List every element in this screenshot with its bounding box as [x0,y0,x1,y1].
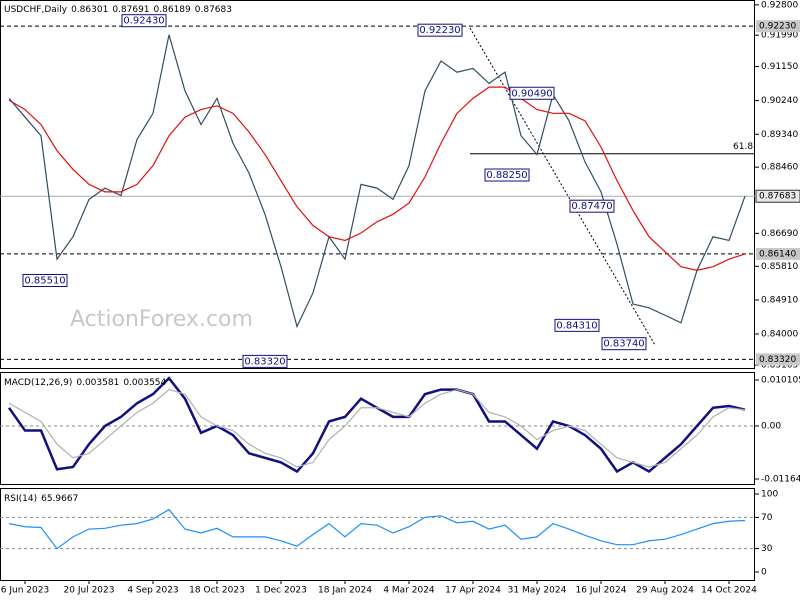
last-price-box [755,189,800,203]
series-line [8,388,746,468]
y-tick-label: 0.88460 [761,163,798,173]
series-line [8,86,746,272]
header-value: 0.87683 [195,5,232,15]
x-tick-label: 6 Jun 2023 [1,586,49,596]
price-callout-label: 0.85510 [24,275,65,286]
level-label: 0.83320 [759,355,796,365]
x-tick-label: 20 Jul 2023 [64,586,115,596]
price-callout [601,337,647,351]
price-callout [22,273,68,287]
price-callout-label: 0.87470 [571,201,612,212]
y-tick-label: 70 [761,513,773,523]
level-box [756,353,800,366]
price-callout [484,168,530,182]
header-value: 0.003554 [123,378,166,388]
x-tick-label: 18 Oct 2023 [189,586,245,596]
level-label: 0.92230 [759,22,796,32]
y-tick-label: -0.011645 [761,475,800,485]
x-tick-label: 31 May 2024 [508,586,567,596]
panel-header: USDCHF,Daily 0.86301 0.87691 0.86189 0.87683 [4,5,232,15]
x-tick-label: 4 Sep 2023 [127,586,178,596]
y-tick-label: 30 [761,544,773,554]
panel-header: MACD(12,26,9) 0.003581 0.003554 [4,378,167,388]
price-callout-label: 0.88250 [486,170,527,181]
trend-line [469,27,656,346]
level-box [756,247,800,260]
y-tick-label: 0.83165 [761,361,798,371]
series-line [8,508,746,550]
price-callout-label: 0.83320 [244,356,285,367]
level-label: 0.86140 [759,249,796,259]
y-tick-label: 0.85810 [761,262,798,272]
x-tick-label: 17 Apr 2024 [445,586,501,596]
y-tick-label: 0 [761,567,767,577]
level-box [756,20,800,33]
panel-title: USDCHF,Daily [4,5,68,15]
price-callout [417,23,463,37]
rsi-panel [0,488,755,581]
y-tick-label: 0.00 [761,421,781,431]
y-tick-label: 100 [761,489,778,499]
header-value: 0.86301 [71,5,108,15]
x-tick-label: 14 Oct 2024 [701,586,757,596]
price-callout [509,86,555,100]
x-tick-label: 16 Jul 2024 [576,586,627,596]
price-panel [0,0,755,369]
y-tick-label: 0.010105 [761,375,800,385]
price-callout [554,318,600,332]
price-callout-label: 0.84310 [556,320,597,331]
price-callout-label: 0.92430 [123,16,164,27]
x-tick-label: 18 Jan 2024 [318,586,372,596]
y-tick-label: 0.91150 [761,62,798,72]
y-tick-label: 0.92800 [761,0,798,10]
x-tick-label: 1 Dec 2023 [255,586,307,596]
y-tick-label: 0.91990 [761,31,798,41]
y-tick-label: 0.90240 [761,96,798,106]
panel-header: RSI(14) 65.9667 [4,494,78,504]
watermark: ActionForex.com [70,307,253,332]
y-tick-label: 0.89340 [761,130,798,140]
y-tick-label: 0.84910 [761,295,798,305]
price-callout-label: 0.90490 [511,88,552,99]
y-tick-label: 0.86690 [761,229,798,239]
price-callout [569,199,615,213]
panel-title: MACD(12,26,9) [4,378,72,388]
x-tick-label: 4 Mar 2024 [383,586,435,596]
series-line [8,34,746,329]
header-value: 0.003581 [76,378,119,388]
header-value: 0.87691 [112,5,149,15]
fib-label: 61.8 [733,142,753,152]
y-tick-label: 0.84000 [761,329,798,339]
header-value: 0.86189 [154,5,191,15]
price-callout [242,354,288,368]
x-tick-label: 29 Aug 2024 [636,586,694,596]
panel-title: RSI(14) [4,494,37,504]
price-callout [121,14,167,28]
last-price-label: 0.87683 [759,192,796,202]
price-callout-label: 0.83740 [603,339,644,350]
price-callout-label: 0.92230 [419,25,460,36]
header-value: 65.9667 [41,494,78,504]
macd-panel [0,372,755,485]
